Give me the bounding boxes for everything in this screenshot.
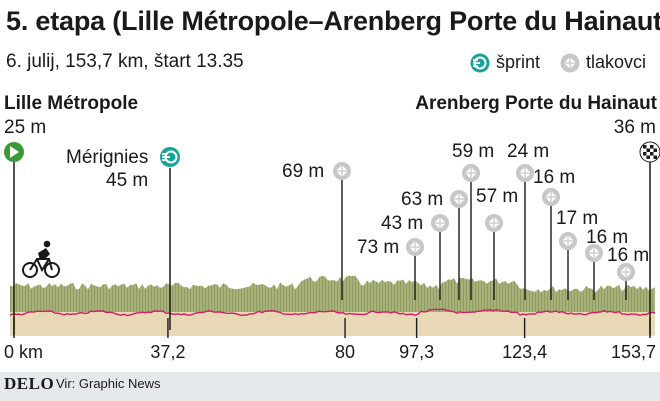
cobbles-icon — [462, 164, 480, 182]
checkered-flag-icon — [639, 141, 660, 163]
km-label: 153,7 — [611, 342, 657, 362]
cobbles-icon — [406, 238, 424, 256]
sprint-icon — [470, 53, 490, 72]
stage-subtitle: 6. julij, 153,7 km, štart 13.35 — [6, 51, 244, 72]
km-axis — [13, 318, 651, 338]
cobbles-icon — [560, 53, 580, 72]
start-flag-icon — [4, 142, 24, 162]
km-label: 0 km — [4, 342, 44, 362]
cobbles-icon — [559, 232, 577, 250]
cyclist-icon — [22, 240, 60, 278]
page-title: 5. etapa (Lille Métropole–Arenberg Porte… — [6, 6, 660, 36]
cobble-label: 63 m — [401, 189, 444, 210]
cobble-label: 59 m — [452, 141, 495, 162]
legend-cobbles-label: tlakovci — [586, 52, 647, 72]
start-elevation: 25 m — [4, 117, 47, 138]
cobbles-icon — [542, 188, 560, 206]
cobble-label: 16 m — [533, 167, 576, 188]
cobbles-icon — [485, 214, 503, 232]
cobble-label: 57 m — [476, 186, 519, 207]
legend-sprint-label: šprint — [496, 52, 541, 72]
cobble-label: 43 m — [381, 213, 424, 234]
footer-logo: DELO — [4, 374, 55, 393]
sprint-elevation: 45 m — [106, 170, 149, 191]
sprint-icon — [160, 147, 180, 167]
legend-cobbles: tlakovci — [560, 52, 646, 73]
km-label: 97,3 — [399, 342, 435, 362]
km-label: 80 — [335, 342, 356, 362]
footer-bar — [0, 372, 660, 401]
cobble-label: 69 m — [282, 161, 325, 182]
route-line — [9, 308, 656, 317]
cobbles-icon — [333, 162, 351, 180]
cobble-label: 73 m — [357, 237, 400, 258]
footer-source: Vir: Graphic News — [56, 376, 161, 391]
cobbles-icon — [431, 214, 449, 232]
elevation-profile — [10, 275, 655, 312]
start-place: Lille Métropole — [4, 93, 139, 114]
cobble-markers — [333, 162, 635, 300]
cobbles-icon — [617, 263, 635, 281]
km-label: 37,2 — [150, 342, 186, 362]
legend-sprint: šprint — [470, 52, 540, 73]
finish-place: Arenberg Porte du Hainaut — [415, 93, 657, 114]
finish-elevation: 36 m — [613, 117, 656, 138]
sprint-place: Mérignies — [66, 147, 149, 168]
cobble-label: 17 m — [556, 208, 599, 229]
profile-base — [10, 310, 655, 336]
cobble-label: 24 m — [507, 141, 550, 162]
km-label: 123,4 — [502, 342, 548, 362]
cobble-label: 16 m — [586, 227, 629, 248]
cobble-label: 16 m — [607, 245, 650, 266]
cobbles-icon — [585, 244, 603, 262]
cobbles-icon — [450, 190, 468, 208]
cobbles-icon — [516, 164, 534, 182]
